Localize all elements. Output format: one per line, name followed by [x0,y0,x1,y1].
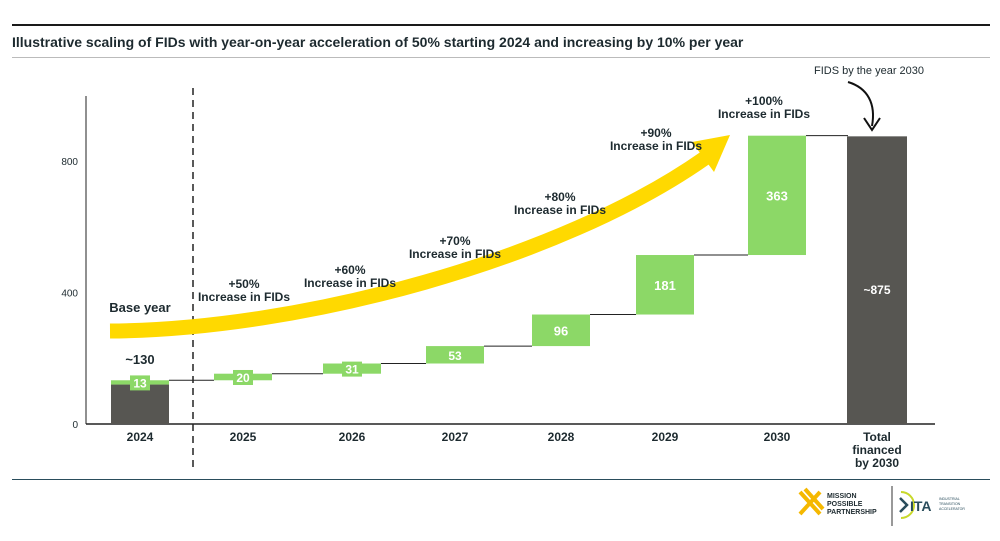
partner-logos: MISSION POSSIBLE PARTNERSHIP ITA INDUSTR… [798,486,965,526]
bar-label-bg [342,361,362,377]
growth-pct-label: +80% [544,190,575,204]
top-rule [12,24,990,26]
y-tick-label: 0 [72,420,78,431]
bar-label-bg [233,369,253,385]
total-callout-label: FIDS by the year 2030 [814,65,924,77]
x-tick-label: 2030 [764,430,791,444]
svg-text:ACCELERATOR: ACCELERATOR [939,507,965,511]
growth-arrowhead [692,135,730,172]
bar-label-bg [130,375,150,391]
y-tick-label: 800 [61,157,78,168]
x-tick-label: 2025 [230,430,257,444]
x-tick-label: 2028 [548,430,575,444]
svg-text:INDUSTRIAL: INDUSTRIAL [939,497,960,501]
x-tick-label: by 2030 [855,456,899,470]
bottom-rule [12,479,990,480]
mpp-logo: MISSION POSSIBLE PARTNERSHIP [798,487,877,516]
base-year-label: Base year [109,300,170,315]
chart-title: Illustrative scaling of FIDs with year-o… [12,34,744,50]
growth-text-label: Increase in FIDs [610,139,702,153]
growth-pct-label: +50% [228,277,259,291]
y-tick-label: 400 [61,289,78,300]
svg-text:POSSIBLE: POSSIBLE [827,501,863,508]
bar-increment-2030 [748,135,806,256]
svg-text:MISSION: MISSION [827,493,857,500]
bar-data-label: 363 [766,188,788,203]
growth-text-label: Increase in FIDs [198,290,290,304]
ita-logo: ITA INDUSTRIAL TRANSITION ACCELERATOR [899,491,965,519]
svg-text:PARTNERSHIP: PARTNERSHIP [827,509,877,516]
svg-text:TRANSITION: TRANSITION [939,502,961,506]
svg-text:ITA: ITA [910,498,932,514]
growth-pct-label: +60% [334,263,365,277]
growth-arrow [109,151,710,339]
growth-pct-label: +100% [745,94,783,108]
x-tick-label: Total [863,430,891,444]
growth-text-label: Increase in FIDs [514,203,606,217]
bar-data-label: 13 [133,376,147,390]
waterfall-chart: 0 400 800 13 20 31 53 96 181 363 ~875 2024 2025 2026 2… [61,65,935,470]
x-tick-label: 2024 [127,430,154,444]
bar-data-label: 20 [236,371,250,385]
growth-pct-label: +90% [640,126,671,140]
x-tick-label: 2029 [652,430,679,444]
bar-data-label: 53 [448,349,462,363]
x-tick-label: 2027 [442,430,469,444]
bar-data-label: 181 [654,278,676,293]
total-data-label: ~875 [863,283,890,297]
growth-text-label: Increase in FIDs [718,107,810,121]
growth-text-label: Increase in FIDs [409,247,501,261]
x-tick-label: financed [852,443,901,457]
bar-data-label: 96 [554,323,568,338]
bar-increment-2029 [636,255,694,315]
base-value-label: ~130 [125,352,154,367]
bar-data-label: 31 [345,363,359,377]
callout-arrowhead [863,117,881,132]
callout-arrow [847,81,874,127]
title-rule [12,57,990,58]
bar-total [847,136,907,424]
growth-pct-label: +70% [439,234,470,248]
x-tick-label: 2026 [339,430,366,444]
bar-label-bg [445,347,465,363]
bar-increment-2028 [532,314,590,347]
bar-base-2024 [111,384,169,424]
growth-text-label: Increase in FIDs [304,276,396,290]
